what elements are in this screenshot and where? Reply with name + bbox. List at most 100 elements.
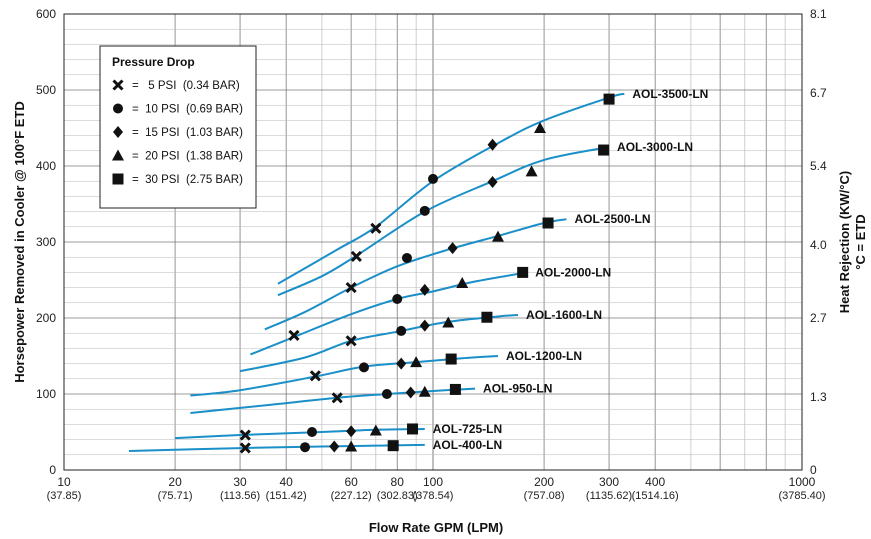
x-tick-label: 100 xyxy=(423,475,443,489)
legend-entry-label: = 10 PSI (0.69 BAR) xyxy=(132,104,243,116)
legend-entry-label: = 20 PSI (1.38 BAR) xyxy=(132,151,243,163)
data-marker-square xyxy=(445,353,457,365)
y-tick-label: 600 xyxy=(36,7,56,21)
legend-marker-diamond xyxy=(113,126,123,138)
data-marker-x xyxy=(370,222,382,234)
data-marker-circle xyxy=(396,325,407,336)
data-marker-diamond xyxy=(487,175,498,188)
series-label: AOL-3500-LN xyxy=(632,87,708,101)
data-marker-diamond xyxy=(419,319,430,332)
y2-tick-label: 1.3 xyxy=(810,390,827,404)
x-tick-label: 20 xyxy=(168,475,182,489)
data-marker-diamond xyxy=(346,425,357,438)
data-marker-square xyxy=(449,383,461,395)
y-axis-title: Horsepower Removed in Cooler @ 100°F ETD xyxy=(12,101,27,383)
y2-tick-label: 8.1 xyxy=(810,7,827,21)
y2-tick-label: 0 xyxy=(810,463,817,477)
y2-tick-label: 4.0 xyxy=(810,238,827,252)
data-marker-circle xyxy=(392,294,403,304)
series-label: AOL-725-LN xyxy=(433,422,502,436)
data-marker-circle xyxy=(381,389,392,399)
data-marker-circle xyxy=(300,442,311,453)
y-axis-ticks: 0 100 200 300 400 500 600 xyxy=(36,7,56,477)
y-tick-label: 400 xyxy=(36,159,56,173)
data-marker-circle xyxy=(307,427,318,437)
data-marker-triangle xyxy=(410,356,423,368)
y2-tick-label: 6.7 xyxy=(810,86,827,100)
data-marker-x xyxy=(239,429,251,441)
x-tick-label: 300 xyxy=(599,475,619,489)
series-line xyxy=(239,313,519,373)
data-marker-triangle xyxy=(491,230,504,242)
series-label: AOL-2000-LN xyxy=(535,265,611,279)
y-tick-label: 300 xyxy=(36,235,56,249)
x-tick-label: 200 xyxy=(534,475,554,489)
x-tick-label: 40 xyxy=(279,475,293,489)
series-label: AOL-950-LN xyxy=(483,382,552,396)
x-tick-sublabel: (151.42) xyxy=(266,490,307,502)
y-tick-label: 0 xyxy=(49,463,56,477)
data-marker-square xyxy=(542,217,554,229)
x-tick-label: 80 xyxy=(391,475,405,489)
series-label: AOL-400-LN xyxy=(433,438,502,452)
data-marker-x xyxy=(331,392,343,404)
data-marker-diamond xyxy=(487,138,498,151)
data-marker-x xyxy=(288,329,300,342)
legend-marker-triangle xyxy=(112,149,124,161)
x-tick-sublabel: (1135.62) xyxy=(586,490,632,502)
data-marker-circle xyxy=(419,205,430,216)
series-line xyxy=(190,387,476,414)
data-marker-diamond xyxy=(405,386,416,399)
series-line xyxy=(175,427,425,440)
y2-tick-label: 5.4 xyxy=(810,159,827,173)
legend-marker-circle xyxy=(113,103,123,114)
data-marker-x xyxy=(309,370,321,382)
data-marker-triangle xyxy=(525,165,538,177)
series-line xyxy=(277,92,625,285)
x-axis-ticks: 10(37.85) 20(75.71) 30(113.56) 40(151.42) 60… xyxy=(47,475,826,502)
x-tick-sublabel: (3785.40) xyxy=(778,490,825,502)
y2-axis-title-line1: Heat Rejection (KW/°C) xyxy=(837,171,852,313)
legend-box xyxy=(99,45,257,209)
data-marker-diamond xyxy=(447,242,458,255)
data-marker-square xyxy=(387,440,399,452)
x-tick-sublabel: (757.08) xyxy=(524,490,565,502)
series-line xyxy=(264,218,567,331)
y-tick-label: 200 xyxy=(36,311,56,325)
data-marker-square xyxy=(407,423,419,435)
data-marker-triangle xyxy=(345,440,358,452)
data-marker-square xyxy=(517,266,529,278)
x-tick-label: 1000 xyxy=(789,475,816,489)
series-markers xyxy=(239,93,615,454)
data-marker-x xyxy=(350,250,362,263)
data-marker-square xyxy=(481,311,493,323)
x-tick-sublabel: (227.12) xyxy=(331,490,372,502)
x-tick-sublabel: (113.56) xyxy=(220,490,260,502)
data-marker-circle xyxy=(401,252,412,263)
legend-title: Pressure Drop xyxy=(112,55,195,69)
data-marker-diamond xyxy=(396,357,407,370)
legend-entry-label: = 30 PSI (2.75 BAR) xyxy=(132,174,243,186)
x-tick-label: 30 xyxy=(233,475,247,489)
y-tick-label: 500 xyxy=(36,83,56,97)
series-labels: AOL-3500-LN AOL-3000-LN AOL-2500-LN AOL-200… xyxy=(433,87,709,452)
data-marker-circle xyxy=(358,362,369,373)
data-marker-diamond xyxy=(329,440,340,453)
series-label: AOL-2500-LN xyxy=(574,212,650,226)
x-tick-sublabel: (1514.16) xyxy=(632,490,679,502)
x-tick-label: 400 xyxy=(645,475,665,489)
plot-frame xyxy=(63,13,803,471)
series-label: AOL-1200-LN xyxy=(506,349,582,363)
data-marker-square xyxy=(603,93,615,105)
x-tick-label: 60 xyxy=(344,475,358,489)
data-marker-triangle xyxy=(369,424,382,436)
data-marker-square xyxy=(598,144,610,156)
legend: Pressure Drop = 5 PSI (0.34 BAR) = 10 PSI… xyxy=(99,45,257,209)
data-marker-triangle xyxy=(534,122,547,133)
x-tick-label: 10 xyxy=(57,475,71,489)
x-tick-sublabel: (302.83) xyxy=(377,490,418,502)
legend-entry-label: = 5 PSI (0.34 BAR) xyxy=(132,80,240,92)
grid xyxy=(64,14,802,470)
data-marker-circle xyxy=(428,173,438,184)
